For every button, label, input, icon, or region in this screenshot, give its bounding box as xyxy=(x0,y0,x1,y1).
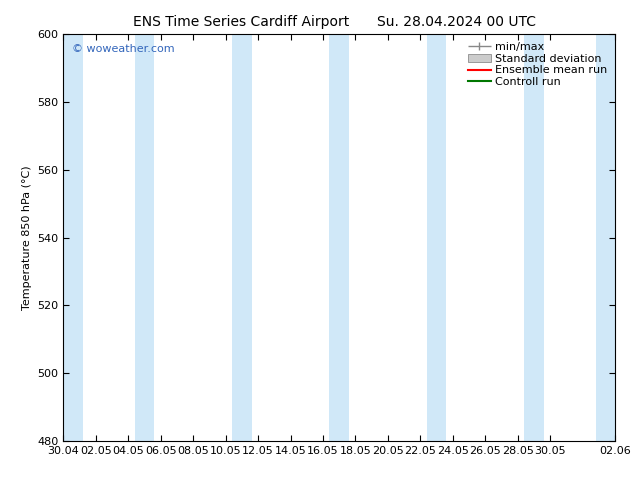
Bar xyxy=(427,34,446,441)
Text: Su. 28.04.2024 00 UTC: Su. 28.04.2024 00 UTC xyxy=(377,15,536,29)
Legend: min/max, Standard deviation, Ensemble mean run, Controll run: min/max, Standard deviation, Ensemble me… xyxy=(466,40,609,89)
Text: © woweather.com: © woweather.com xyxy=(72,45,174,54)
Bar xyxy=(330,34,349,441)
Bar xyxy=(595,34,618,441)
Bar xyxy=(232,34,252,441)
Text: ENS Time Series Cardiff Airport: ENS Time Series Cardiff Airport xyxy=(133,15,349,29)
Bar xyxy=(524,34,543,441)
Y-axis label: Temperature 850 hPa (°C): Temperature 850 hPa (°C) xyxy=(22,165,32,310)
Bar xyxy=(135,34,154,441)
Bar xyxy=(60,34,83,441)
